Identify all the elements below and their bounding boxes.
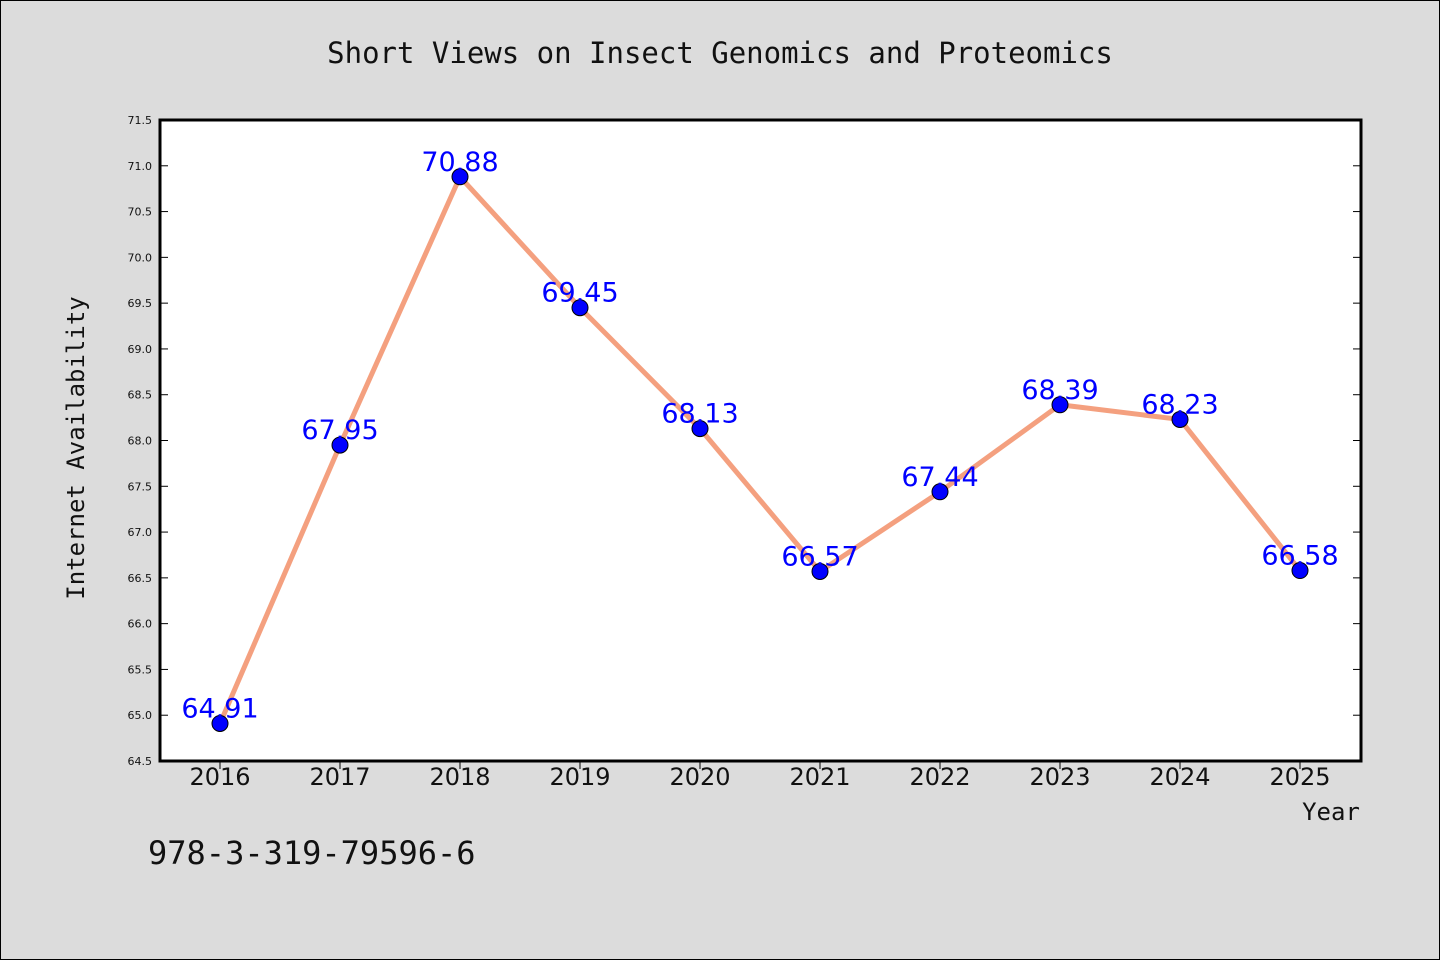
series-line <box>217 174 1302 725</box>
x-tick-label: 2018 <box>429 763 490 791</box>
y-tick-label: 70.0 <box>128 251 153 264</box>
x-tick-label: 2020 <box>669 763 730 791</box>
y-tick-label: 65.5 <box>128 663 153 676</box>
x-axis-title: Year <box>1302 798 1360 826</box>
y-tick-label: 66.5 <box>128 572 153 585</box>
x-axis: 2016 2017 2018 2019 2020 2021 2022 2023 2024 2025 <box>189 761 1331 791</box>
y-tick-label: 64.5 <box>128 755 153 768</box>
chart-title: Short Views on Insect Genomics and Prote… <box>327 36 1113 70</box>
x-tick-label: 2023 <box>1029 763 1090 791</box>
x-tick-label: 2024 <box>1149 763 1210 791</box>
plot-area <box>160 120 1361 761</box>
data-label: 64.91 <box>181 693 258 724</box>
data-point <box>211 714 229 732</box>
plot-border <box>158 118 1363 763</box>
x-tick-label: 2022 <box>909 763 970 791</box>
data-point <box>1051 396 1069 414</box>
x-tick-label: 2016 <box>189 763 250 791</box>
data-point <box>931 483 949 501</box>
series-group: 64.91 67.95 70.88 69.45 68.13 66.57 67.44 68.39… <box>181 147 1339 732</box>
data-point <box>331 436 349 454</box>
y-axis-title: Internet Availability <box>62 296 90 599</box>
x-tick-label: 2019 <box>549 763 610 791</box>
data-point <box>571 299 589 317</box>
data-label: 69.45 <box>541 278 618 309</box>
y-tick-label: 67.5 <box>128 480 153 493</box>
isbn-text: 978-3-319-79596-6 <box>148 834 476 872</box>
x-tick-label: 2021 <box>789 763 850 791</box>
data-point <box>1171 410 1189 428</box>
data-label: 68.13 <box>661 399 738 430</box>
data-label: 67.44 <box>901 462 978 493</box>
y-tick-label: 68.5 <box>128 389 153 402</box>
y-tick-label: 71.0 <box>128 160 153 173</box>
y-tick-label: 68.0 <box>128 435 153 448</box>
data-label: 68.39 <box>1021 375 1098 406</box>
x-tick-label: 2025 <box>1269 763 1330 791</box>
data-label: 66.58 <box>1261 541 1338 572</box>
data-point <box>1291 562 1309 580</box>
y-tick-label: 67.0 <box>128 526 153 539</box>
data-point <box>451 168 469 186</box>
y-tick-label: 65.0 <box>128 709 153 722</box>
y-tick-label: 66.0 <box>128 618 153 631</box>
data-label: 68.23 <box>1141 389 1218 420</box>
data-point <box>691 420 709 438</box>
y-tick-label: 70.5 <box>128 206 153 219</box>
data-label: 67.95 <box>301 415 378 446</box>
y-tick-label: 71.5 <box>128 114 153 127</box>
data-label: 70.88 <box>421 147 498 178</box>
x-tick-label: 2017 <box>309 763 370 791</box>
data-label: 66.57 <box>781 541 858 572</box>
y-tick-label: 69.5 <box>128 297 153 310</box>
y-tick-label: 69.0 <box>128 343 153 356</box>
data-point <box>811 562 829 580</box>
